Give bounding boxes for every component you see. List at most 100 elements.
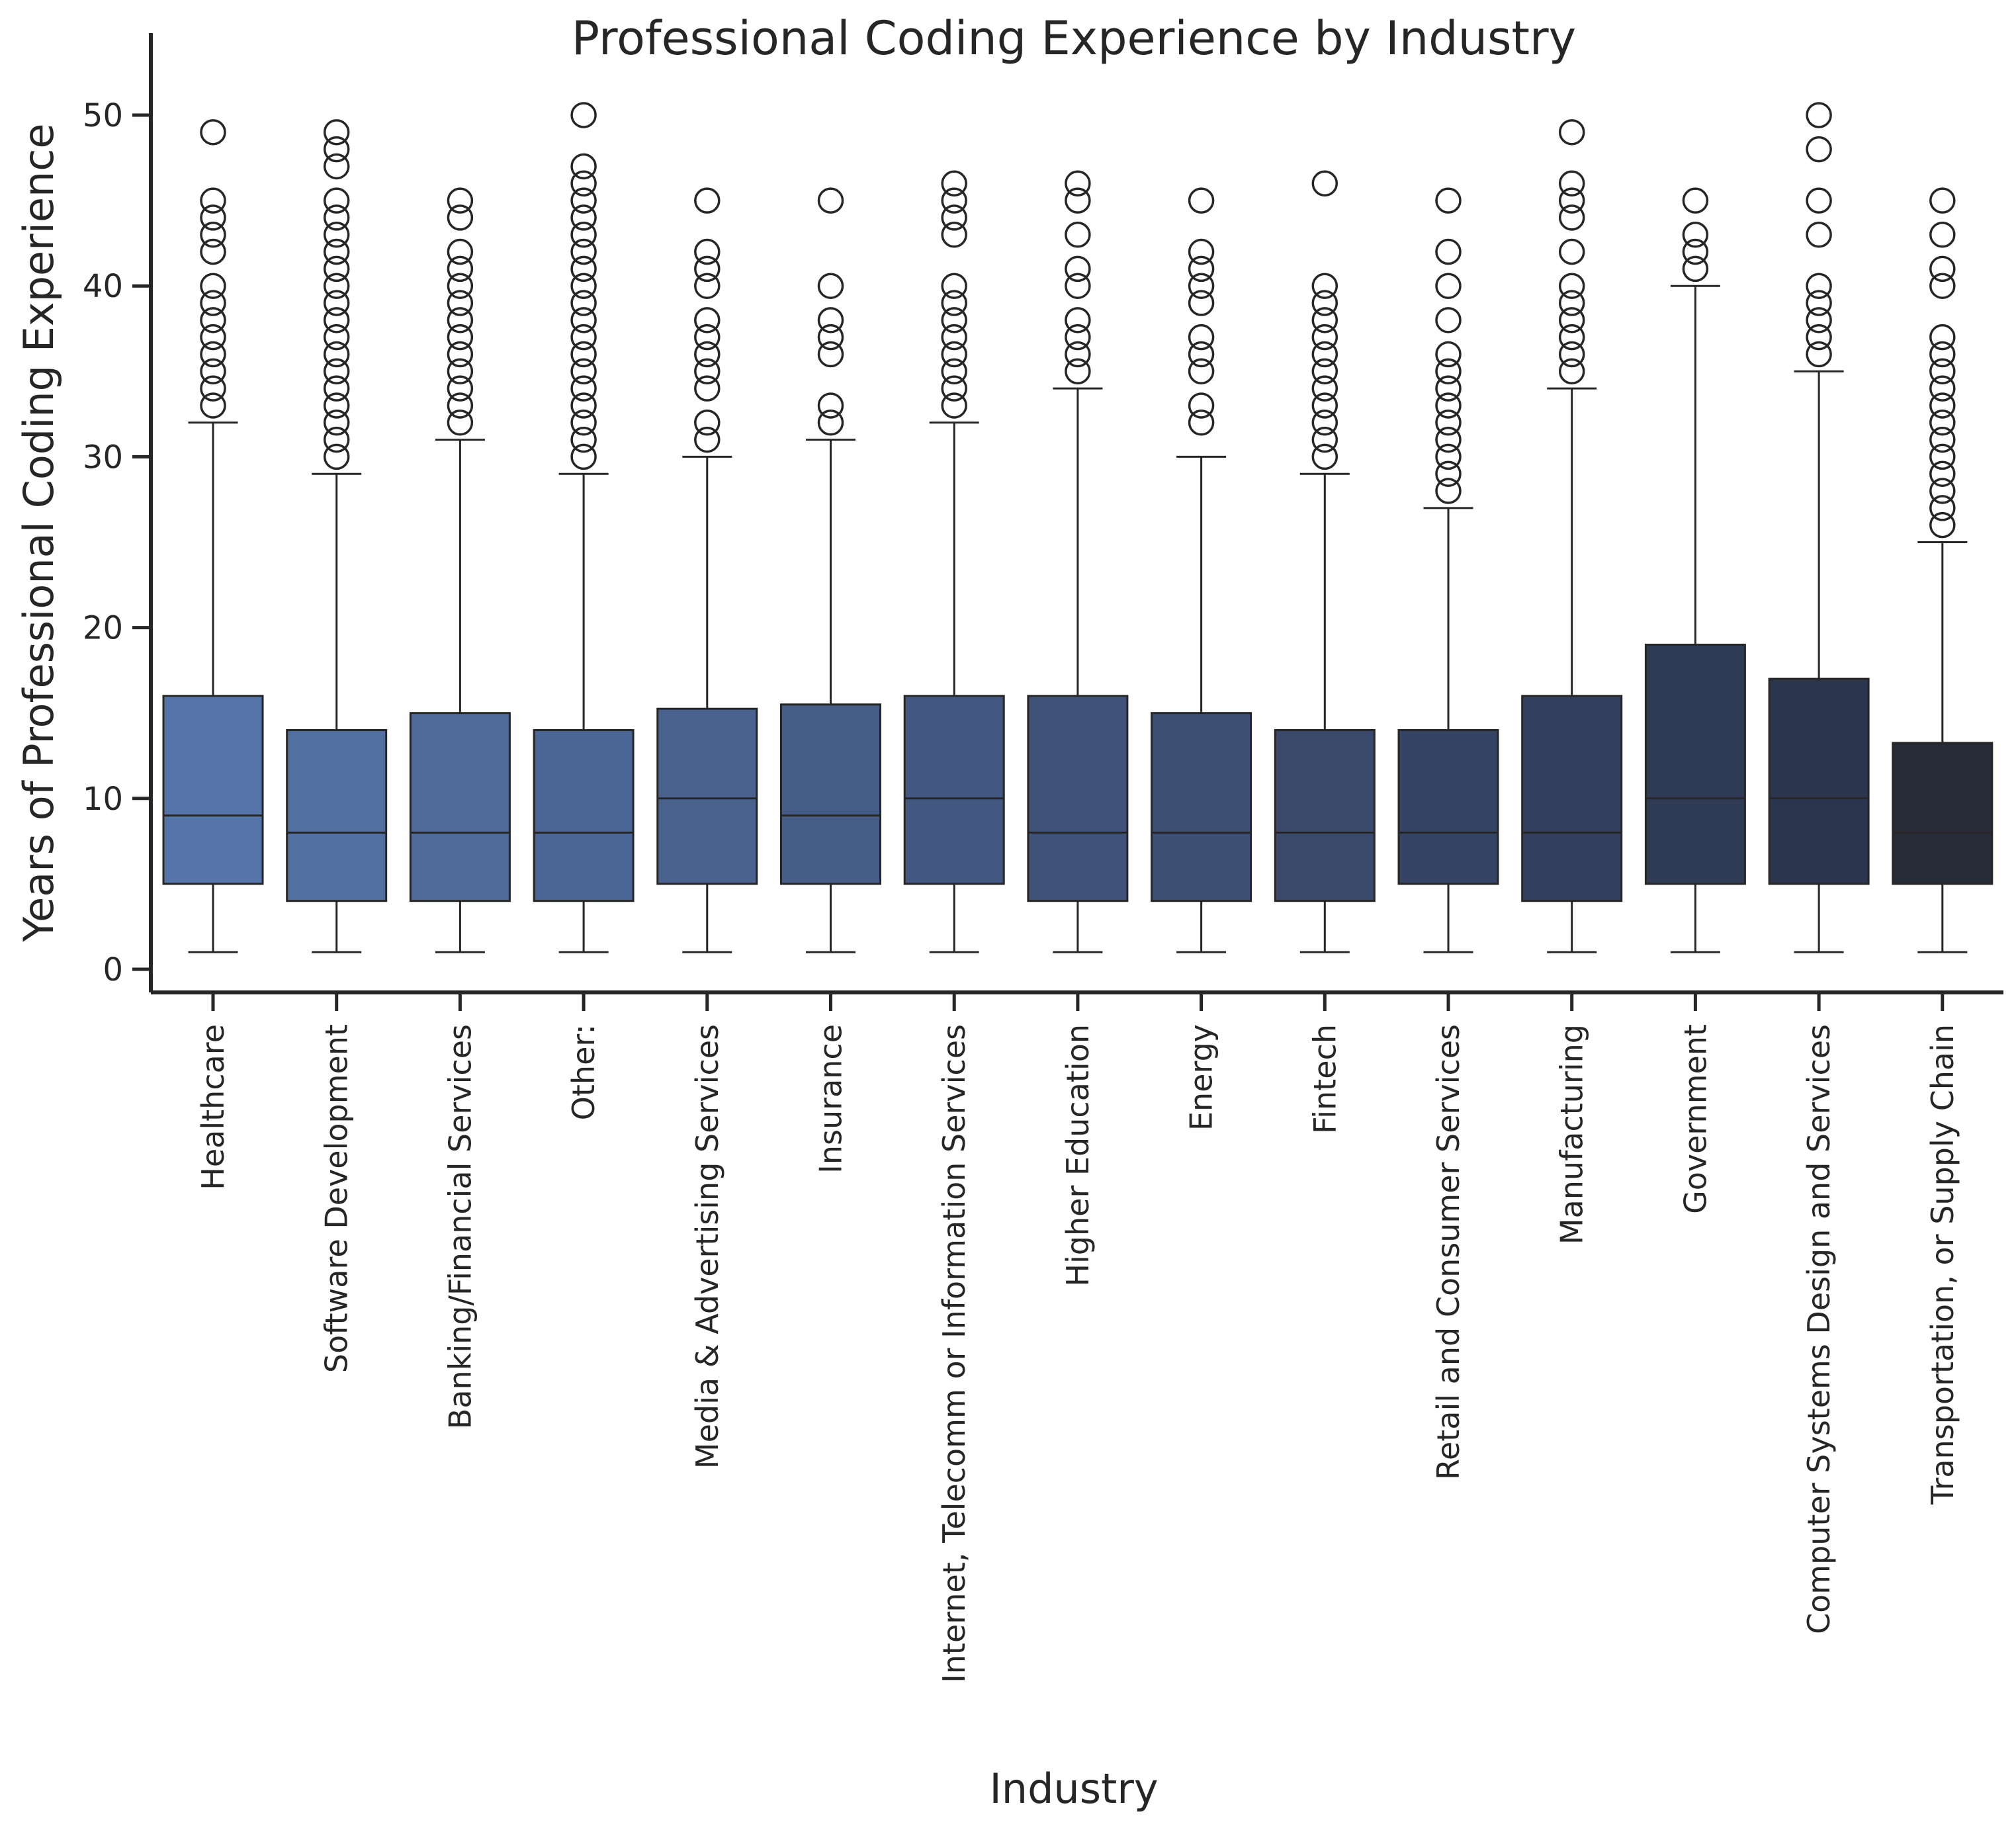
outlier-point [200,221,226,248]
outlier-point [1311,341,1338,368]
box [409,712,511,902]
outlier-point [1682,221,1709,248]
outlier-point [1188,187,1215,214]
outlier-point [1311,273,1338,299]
y-tick-label: 30 [83,439,123,476]
outlier-point [1311,170,1338,197]
outlier-point [1806,221,1832,248]
outlier-point [323,238,350,265]
outlier-point [1929,255,1956,283]
box [1151,712,1252,902]
outlier-point [1558,324,1585,351]
outlier-point [447,375,474,402]
outlier-point [941,392,967,419]
outlier-point [1558,170,1585,197]
outlier-point [570,290,597,316]
outlier-point [1929,443,1956,470]
outlier-point [570,375,597,402]
outlier-point [1806,187,1832,214]
x-tick-label: Retail and Consumer Services [1430,1024,1466,1480]
outlier-point [1311,290,1338,316]
box [162,695,264,885]
outlier-point [694,187,721,214]
outlier-point [1435,478,1462,504]
outlier-point [1065,187,1091,214]
outlier-point [1682,255,1709,283]
x-tick-label: Computer Systems Design and Services [1801,1024,1837,1634]
box [1768,677,1870,885]
outlier-point [1929,460,1956,487]
outlier-point [941,221,967,248]
x-tick-label: Government [1677,1024,1713,1214]
x-tick-label: Manufacturing [1554,1024,1590,1244]
box [656,707,758,885]
outlier-point [817,324,844,351]
box [1397,729,1499,885]
outlier-point [1682,238,1709,265]
outlier-point [447,324,474,351]
outlier-point [1558,119,1585,146]
outlier-point [1188,238,1215,265]
outlier-point [941,273,967,299]
outlier-point [323,221,350,248]
chart-title: Professional Coding Experience by Indust… [572,11,1576,65]
y-axis-label: Years of Professional Coding Experience [15,124,63,943]
outlier-point [1929,187,1956,214]
outlier-point [1929,358,1956,385]
outlier-point [694,238,721,265]
outlier-point [323,375,350,402]
box [533,729,635,902]
box [780,703,881,885]
outlier-point [447,273,474,299]
outlier-point [447,255,474,283]
outlier-point [200,358,226,385]
outlier-point [447,204,474,231]
outlier-point [570,153,597,180]
outlier-point [200,341,226,368]
outlier-point [1188,358,1215,385]
outlier-point [1682,187,1709,214]
outlier-point [1188,290,1215,316]
outlier-point [447,187,474,214]
outlier-point [1065,170,1091,197]
outlier-point [1929,410,1956,436]
outlier-point [817,307,844,333]
outlier-point [1311,358,1338,385]
outlier-point [1311,307,1338,333]
outlier-point [1435,375,1462,402]
outlier-point [1929,341,1956,368]
outlier-point [1558,187,1585,214]
outlier-point [323,324,350,351]
outlier-point [323,443,350,470]
y-tick-label: 20 [83,610,123,647]
box [1892,742,1994,885]
y-tick-label: 40 [83,268,123,305]
outlier-point [570,410,597,436]
outlier-point [1188,392,1215,419]
outlier-point [941,307,967,333]
outlier-point [941,290,967,316]
box [1521,695,1623,902]
outlier-point [694,255,721,283]
outlier-point [1558,204,1585,231]
outlier-point [941,324,967,351]
outlier-point [941,187,967,214]
outlier-point [323,153,350,180]
box [286,729,388,902]
outlier-point [1435,341,1462,368]
outlier-point [941,170,967,197]
x-tick-label: Higher Education [1060,1024,1096,1287]
outlier-point [570,426,597,453]
outlier-point [694,358,721,385]
outlier-point [941,358,967,385]
outlier-point [817,187,844,214]
outlier-point [1435,187,1462,214]
outlier-point [1065,341,1091,368]
plot-area: 0 10 20 30 40 50 Healthcare Software Developmen… [83,33,2003,1683]
outlier-point [1929,221,1956,248]
y-tick-label: 10 [83,781,123,818]
outlier-point [570,443,597,470]
outlier-point [1929,375,1956,402]
outlier-point [1188,341,1215,368]
